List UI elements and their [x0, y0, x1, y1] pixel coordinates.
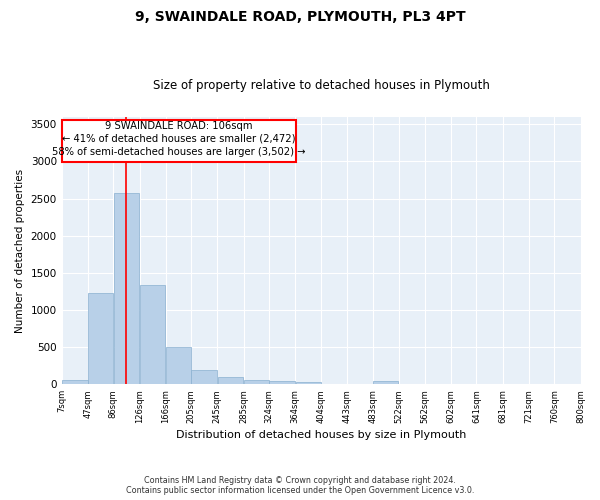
Bar: [244, 380, 269, 384]
Text: 9 SWAINDALE ROAD: 106sqm: 9 SWAINDALE ROAD: 106sqm: [105, 120, 253, 130]
FancyBboxPatch shape: [62, 120, 296, 162]
Text: ← 41% of detached houses are smaller (2,472): ← 41% of detached houses are smaller (2,…: [62, 134, 296, 143]
Bar: [113, 192, 139, 384]
Bar: [218, 376, 243, 384]
Bar: [296, 382, 321, 384]
Bar: [269, 380, 295, 384]
X-axis label: Distribution of detached houses by size in Plymouth: Distribution of detached houses by size …: [176, 430, 466, 440]
Bar: [373, 382, 398, 384]
Bar: [166, 347, 191, 385]
Bar: [88, 294, 113, 384]
Text: 58% of semi-detached houses are larger (3,502) →: 58% of semi-detached houses are larger (…: [52, 148, 305, 158]
Title: Size of property relative to detached houses in Plymouth: Size of property relative to detached ho…: [152, 79, 490, 92]
Text: Contains HM Land Registry data © Crown copyright and database right 2024.
Contai: Contains HM Land Registry data © Crown c…: [126, 476, 474, 495]
Bar: [191, 370, 217, 384]
Bar: [62, 380, 88, 384]
Bar: [140, 284, 166, 384]
Text: 9, SWAINDALE ROAD, PLYMOUTH, PL3 4PT: 9, SWAINDALE ROAD, PLYMOUTH, PL3 4PT: [134, 10, 466, 24]
Y-axis label: Number of detached properties: Number of detached properties: [15, 168, 25, 332]
